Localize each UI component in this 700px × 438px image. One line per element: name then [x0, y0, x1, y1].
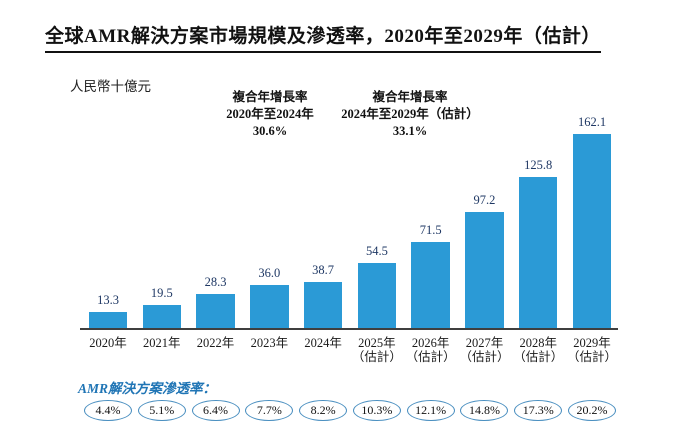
bar-value-label: 28.3	[204, 275, 227, 289]
cagr-annotation-line1: 複合年增長率	[232, 90, 308, 104]
x-axis-label: 2023年	[241, 336, 297, 350]
x-axis-label: 2022年	[188, 336, 244, 350]
bar-value-label: 125.8	[524, 158, 553, 172]
x-axis-label: 2025年 （估計）	[349, 336, 405, 364]
cagr-annotation-2024-2029: 複合年增長率 2024年至2029年（估計） 33.1%	[310, 89, 510, 140]
x-axis-label-estimate-note: （估計）	[351, 350, 402, 364]
bar-2021年	[142, 305, 182, 328]
bar-value-label: 38.7	[312, 263, 335, 277]
x-axis-label-year: 2022年	[196, 336, 235, 350]
x-axis-label-year: 2025年	[358, 336, 396, 350]
x-axis-label-year: 2026年	[411, 336, 450, 350]
x-axis-label-year: 2024年	[304, 336, 342, 350]
x-axis-label: 2021年	[134, 336, 190, 350]
x-axis-label-year: 2021年	[143, 336, 181, 350]
bar-2026年	[411, 242, 450, 328]
x-axis-label-year: 2023年	[250, 336, 289, 350]
x-axis-line	[80, 328, 618, 330]
x-axis-label: 2020年	[80, 336, 136, 350]
y-axis-unit-label: 人民幣十億元	[70, 79, 151, 94]
penetration-rate-ellipse: 14.8%	[460, 400, 509, 421]
bar-2029年	[572, 134, 612, 328]
bar-2027年	[465, 212, 504, 328]
penetration-rate-ellipse: 4.4%	[84, 400, 132, 421]
x-axis-label: 2027年 （估計）	[456, 336, 512, 364]
bar-value-label: 97.2	[473, 193, 496, 207]
cagr-annotation-value: 30.6%	[252, 124, 288, 138]
bar-2028年	[518, 177, 558, 328]
cagr-annotation-2020-2024: 複合年增長率 2020年至2024年 30.6%	[190, 89, 350, 140]
bar-value-label: 36.0	[258, 266, 281, 280]
penetration-rate-ellipse: 7.7%	[245, 400, 294, 421]
cagr-annotation-line2: 2024年至2029年（估計）	[341, 107, 479, 121]
penetration-rate-ellipse: 20.2%	[568, 400, 617, 421]
bar-value-label: 162.1	[577, 115, 607, 129]
x-axis-label-year: 2029年	[573, 336, 611, 350]
bar-2024年	[303, 282, 343, 328]
bar-2025年	[357, 263, 397, 328]
x-axis-label-estimate-note: （估計）	[513, 350, 564, 364]
bar-value-label: 54.5	[365, 244, 388, 258]
bar-value-label: 19.5	[150, 286, 173, 300]
bar-2020年	[88, 312, 128, 328]
cagr-annotation-value: 33.1%	[392, 124, 428, 138]
x-axis-label: 2026年 （估計）	[403, 336, 459, 364]
x-axis-label-year: 2020年	[89, 336, 127, 350]
chart-title: 全球AMR解決方案市場規模及滲透率，2020年至2029年（估計）	[45, 21, 601, 53]
penetration-rate-ellipse: 5.1%	[137, 400, 186, 421]
penetration-rate-label: AMR解決方案滲透率：	[78, 381, 217, 396]
bar-value-label: 71.5	[419, 223, 442, 237]
penetration-rate-ellipse: 6.4%	[191, 400, 240, 421]
x-axis-label: 2029年 （估計）	[564, 336, 620, 364]
penetration-rate-ellipse: 8.2%	[299, 400, 348, 421]
penetration-rate-ellipse: 12.1%	[406, 400, 455, 421]
bar-2022年	[196, 294, 235, 328]
x-axis-label-estimate-note: （估計）	[405, 350, 456, 364]
x-axis-label-year: 2027年	[465, 336, 504, 350]
cagr-annotation-line1: 複合年增長率	[372, 90, 448, 104]
x-axis-label-estimate-note: （估計）	[459, 350, 510, 364]
x-axis-label-year: 2028年	[519, 336, 557, 350]
x-axis-label-estimate-note: （估計）	[567, 350, 618, 364]
bar-value-label: 13.3	[97, 293, 119, 307]
x-axis-label: 2024年	[295, 336, 351, 350]
penetration-rate-ellipse: 10.3%	[352, 400, 401, 421]
bar-2023年	[250, 285, 289, 328]
cagr-annotation-line2: 2020年至2024年	[226, 107, 314, 121]
penetration-rate-ellipse: 17.3%	[514, 400, 563, 421]
x-axis-label: 2028年 （估計）	[510, 336, 566, 364]
